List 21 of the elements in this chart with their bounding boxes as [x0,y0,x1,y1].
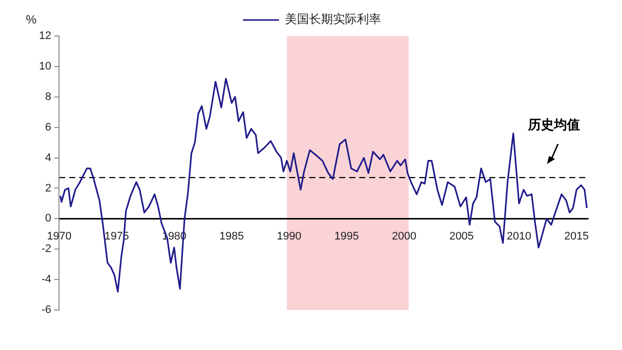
x-tick-label: 2000 [392,230,416,242]
x-tick-label: 1970 [46,230,72,242]
y-tick-label: 12 [38,30,52,42]
y-tick-label: 2 [45,182,52,194]
ref-line-label: 历史均值 [527,118,580,133]
x-tick-label: 1995 [334,230,359,242]
x-tick-label: 2005 [449,230,474,242]
legend-label: 美国长期实际利率 [285,12,381,26]
y-tick-label: 0 [45,212,52,225]
x-tick-label: 2010 [506,230,532,242]
y-tick-label: 8 [45,90,52,103]
y-tick-label: -6 [41,304,52,316]
y-tick-label: -4 [41,274,52,286]
x-tick-label: 1985 [219,230,244,242]
y-tick-label: 6 [45,121,52,134]
y-tick-label: 10 [38,60,52,72]
x-tick-label: 2015 [564,230,589,242]
y-tick-label: -2 [41,243,52,256]
y-axis-title: % [26,12,37,26]
y-tick-label: 4 [45,152,52,164]
x-tick-label: 1990 [276,230,302,242]
